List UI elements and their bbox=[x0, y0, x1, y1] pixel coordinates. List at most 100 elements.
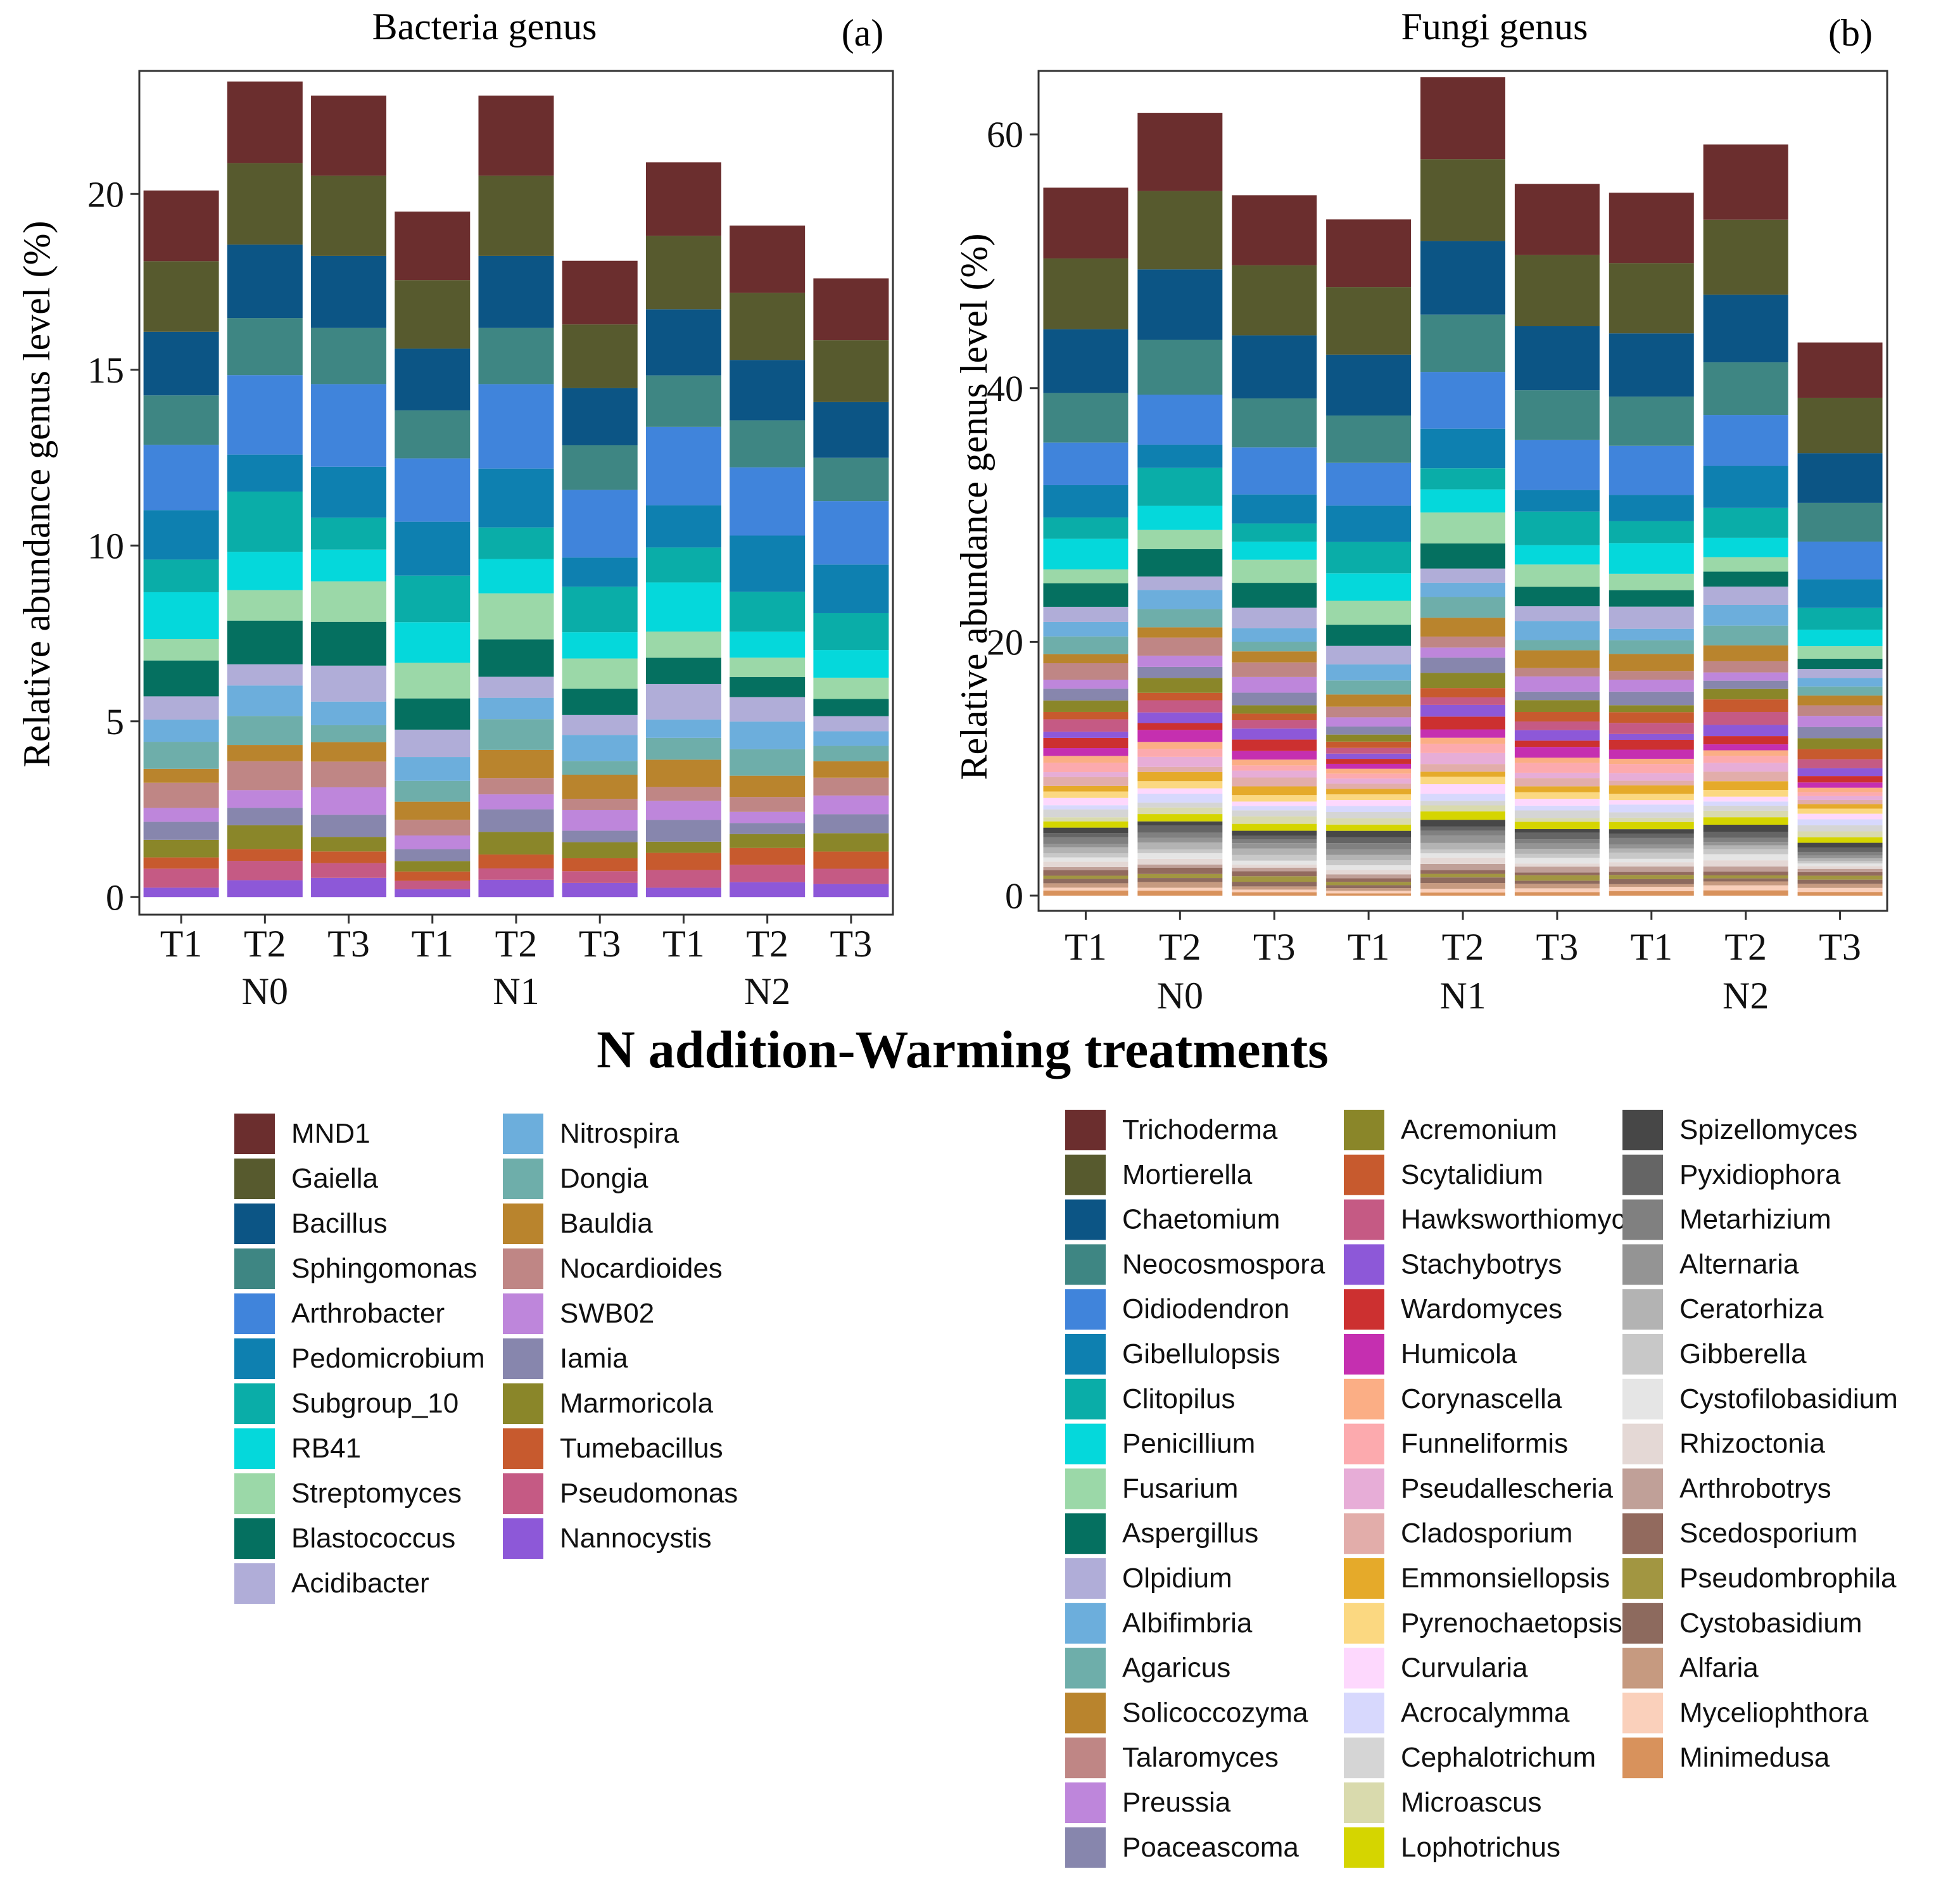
bar-segment-penicillium bbox=[1232, 542, 1317, 560]
bar-segment-subgroup-10 bbox=[311, 518, 387, 550]
bar-segment-preussia bbox=[1232, 676, 1317, 693]
legend-item-arthrobacter: Arthrobacter bbox=[234, 1293, 445, 1334]
bar-segment-scedosporium bbox=[1797, 872, 1883, 876]
bar-segment-neocosmospora bbox=[1514, 390, 1600, 440]
legend-label: Mortierella bbox=[1122, 1159, 1253, 1190]
bar-segment-chaetomium bbox=[1609, 333, 1694, 397]
bar-segment-ceratorhiza bbox=[1609, 848, 1694, 853]
bar-segment-swb02 bbox=[143, 808, 219, 822]
bar-segment-cladosporium bbox=[1609, 780, 1694, 785]
bar-segment-pseudallescheria bbox=[1514, 772, 1600, 778]
legend-label: Scedosporium bbox=[1679, 1518, 1857, 1549]
legend-label: Stachybotrys bbox=[1401, 1248, 1562, 1280]
legend-label: Hawksworthiomyces bbox=[1401, 1204, 1655, 1235]
bar-segment-arthrobacter bbox=[311, 384, 387, 467]
bar-segment-sphingomonas bbox=[478, 327, 554, 384]
bar-segment-agaricus bbox=[1609, 640, 1694, 654]
legend-item-pseudomonas: Pseudomonas bbox=[503, 1473, 738, 1514]
bar-segment-gaiella bbox=[562, 324, 638, 388]
y-tick-label: 5 bbox=[106, 701, 124, 742]
bar-segment-myceliophthora bbox=[1043, 887, 1129, 891]
bar-segment-bacillus bbox=[562, 388, 638, 446]
bar-segment-swb02 bbox=[645, 801, 721, 820]
legend-swatch bbox=[1344, 1244, 1384, 1285]
bar-segment-gibellulopsis bbox=[1137, 444, 1223, 468]
legend-swatch bbox=[503, 1114, 543, 1154]
legend-swatch bbox=[1622, 1289, 1663, 1330]
legend-label: Metarhizium bbox=[1679, 1204, 1831, 1235]
legend-item-arthrobotrys: Arthrobotrys bbox=[1622, 1468, 1831, 1509]
bar-segment-clitopilus bbox=[1514, 511, 1600, 545]
bar-segment-nannocystis bbox=[395, 889, 471, 898]
bar-segment-hawksworthiomyces bbox=[1609, 723, 1694, 734]
bar-segment-lophotrichus bbox=[1609, 822, 1694, 830]
bar-segment-acidibacter bbox=[395, 729, 471, 758]
bar-segment-oidiodendron bbox=[1703, 415, 1788, 466]
bar-segment-iamia bbox=[562, 830, 638, 842]
bar-segment-metarhizium bbox=[1137, 832, 1223, 838]
bar-segment-albifimbria bbox=[1514, 621, 1600, 640]
legend-item-nitrospira: Nitrospira bbox=[503, 1114, 680, 1154]
bar-segment-mnd1 bbox=[143, 190, 219, 262]
bar-segment-myceliophthora bbox=[1797, 887, 1883, 892]
bar-segment-scedosporium bbox=[1514, 872, 1600, 875]
bar-segment-iamia bbox=[478, 809, 554, 832]
legend-label: Talaromyces bbox=[1122, 1742, 1279, 1773]
legend-item-ceratorhiza: Ceratorhiza bbox=[1622, 1289, 1824, 1330]
bar-segment-bauldia bbox=[143, 768, 219, 783]
bar-segment-solicoccozyma bbox=[1797, 695, 1883, 706]
bar-segment-mortierella bbox=[1609, 263, 1694, 334]
bar-stack bbox=[143, 190, 219, 898]
bar-segment-fusarium bbox=[1703, 557, 1788, 572]
bar-segment-sphingomonas bbox=[730, 420, 806, 467]
bar-segment-corynascella bbox=[1703, 750, 1788, 756]
bar-segment-scytalidium bbox=[1514, 711, 1600, 721]
bar-segment-ceratorhiza bbox=[1043, 847, 1129, 854]
bar-segment-emmonsiellopsis bbox=[1609, 785, 1694, 794]
bar-segment-pyrenochaetopsis bbox=[1609, 794, 1694, 801]
bar-segment-nocardioides bbox=[645, 787, 721, 801]
bar-segment-blastococcus bbox=[395, 698, 471, 730]
bar-segment-penicillium bbox=[1137, 505, 1223, 530]
bar-segment-mnd1 bbox=[311, 95, 387, 176]
bar-segment-metarhizium bbox=[1797, 851, 1883, 856]
bar-segment-microascus bbox=[1043, 817, 1129, 822]
bar-segment-preussia bbox=[1420, 647, 1505, 658]
legend-swatch bbox=[1622, 1693, 1663, 1734]
bar-segment-metarhizium bbox=[1514, 839, 1600, 844]
legend-swatch bbox=[1622, 1513, 1663, 1554]
legend-item-acremonium: Acremonium bbox=[1344, 1110, 1557, 1150]
bar-segment-minimedusa bbox=[1420, 892, 1505, 896]
bar-segment-alternaria bbox=[1609, 844, 1694, 849]
legend-item-corynascella: Corynascella bbox=[1344, 1378, 1562, 1420]
legend-item-curvularia: Curvularia bbox=[1344, 1648, 1528, 1689]
bar-segment-metarhizium bbox=[1703, 837, 1788, 842]
bar-segment-nitrospira bbox=[562, 735, 638, 761]
bar-segment-solicoccozyma bbox=[1137, 627, 1223, 638]
x-tick-label: T3 bbox=[1253, 926, 1296, 968]
bar-segment-swb02 bbox=[227, 790, 303, 808]
bar-segment-tumebacillus bbox=[143, 857, 219, 869]
bar-segment-nocardioides bbox=[478, 778, 554, 795]
x-tick-label: T2 bbox=[1159, 926, 1201, 968]
legend-item-olpidium: Olpidium bbox=[1065, 1558, 1232, 1599]
bar-segment-pedomicrobium bbox=[730, 535, 806, 592]
legend-label: Cladosporium bbox=[1401, 1518, 1572, 1549]
legend-swatch bbox=[503, 1248, 543, 1289]
legend-label: Streptomyces bbox=[291, 1478, 462, 1509]
bar-segment-cystofilobasidium bbox=[1326, 865, 1412, 870]
bar-segment-rb41 bbox=[730, 632, 806, 658]
bar-segment-albifimbria bbox=[1703, 604, 1788, 626]
bar-segment-poaceascoma bbox=[1420, 657, 1505, 673]
bar-segment-wardomyces bbox=[1609, 739, 1694, 750]
bar-segment-lophotrichus bbox=[1420, 811, 1505, 820]
bar-segment-arthrobacter bbox=[227, 375, 303, 455]
bar-segment-stachybotrys bbox=[1232, 728, 1317, 740]
bar-segment-blastococcus bbox=[730, 676, 806, 697]
bar-segment-dongia bbox=[311, 725, 387, 742]
bar-segment-microascus bbox=[1137, 807, 1223, 815]
bar-stack bbox=[311, 95, 387, 898]
bar-segment-alfaria bbox=[1514, 884, 1600, 889]
bar-segment-alternaria bbox=[1232, 843, 1317, 849]
bar-segment-nitrospira bbox=[645, 719, 721, 738]
